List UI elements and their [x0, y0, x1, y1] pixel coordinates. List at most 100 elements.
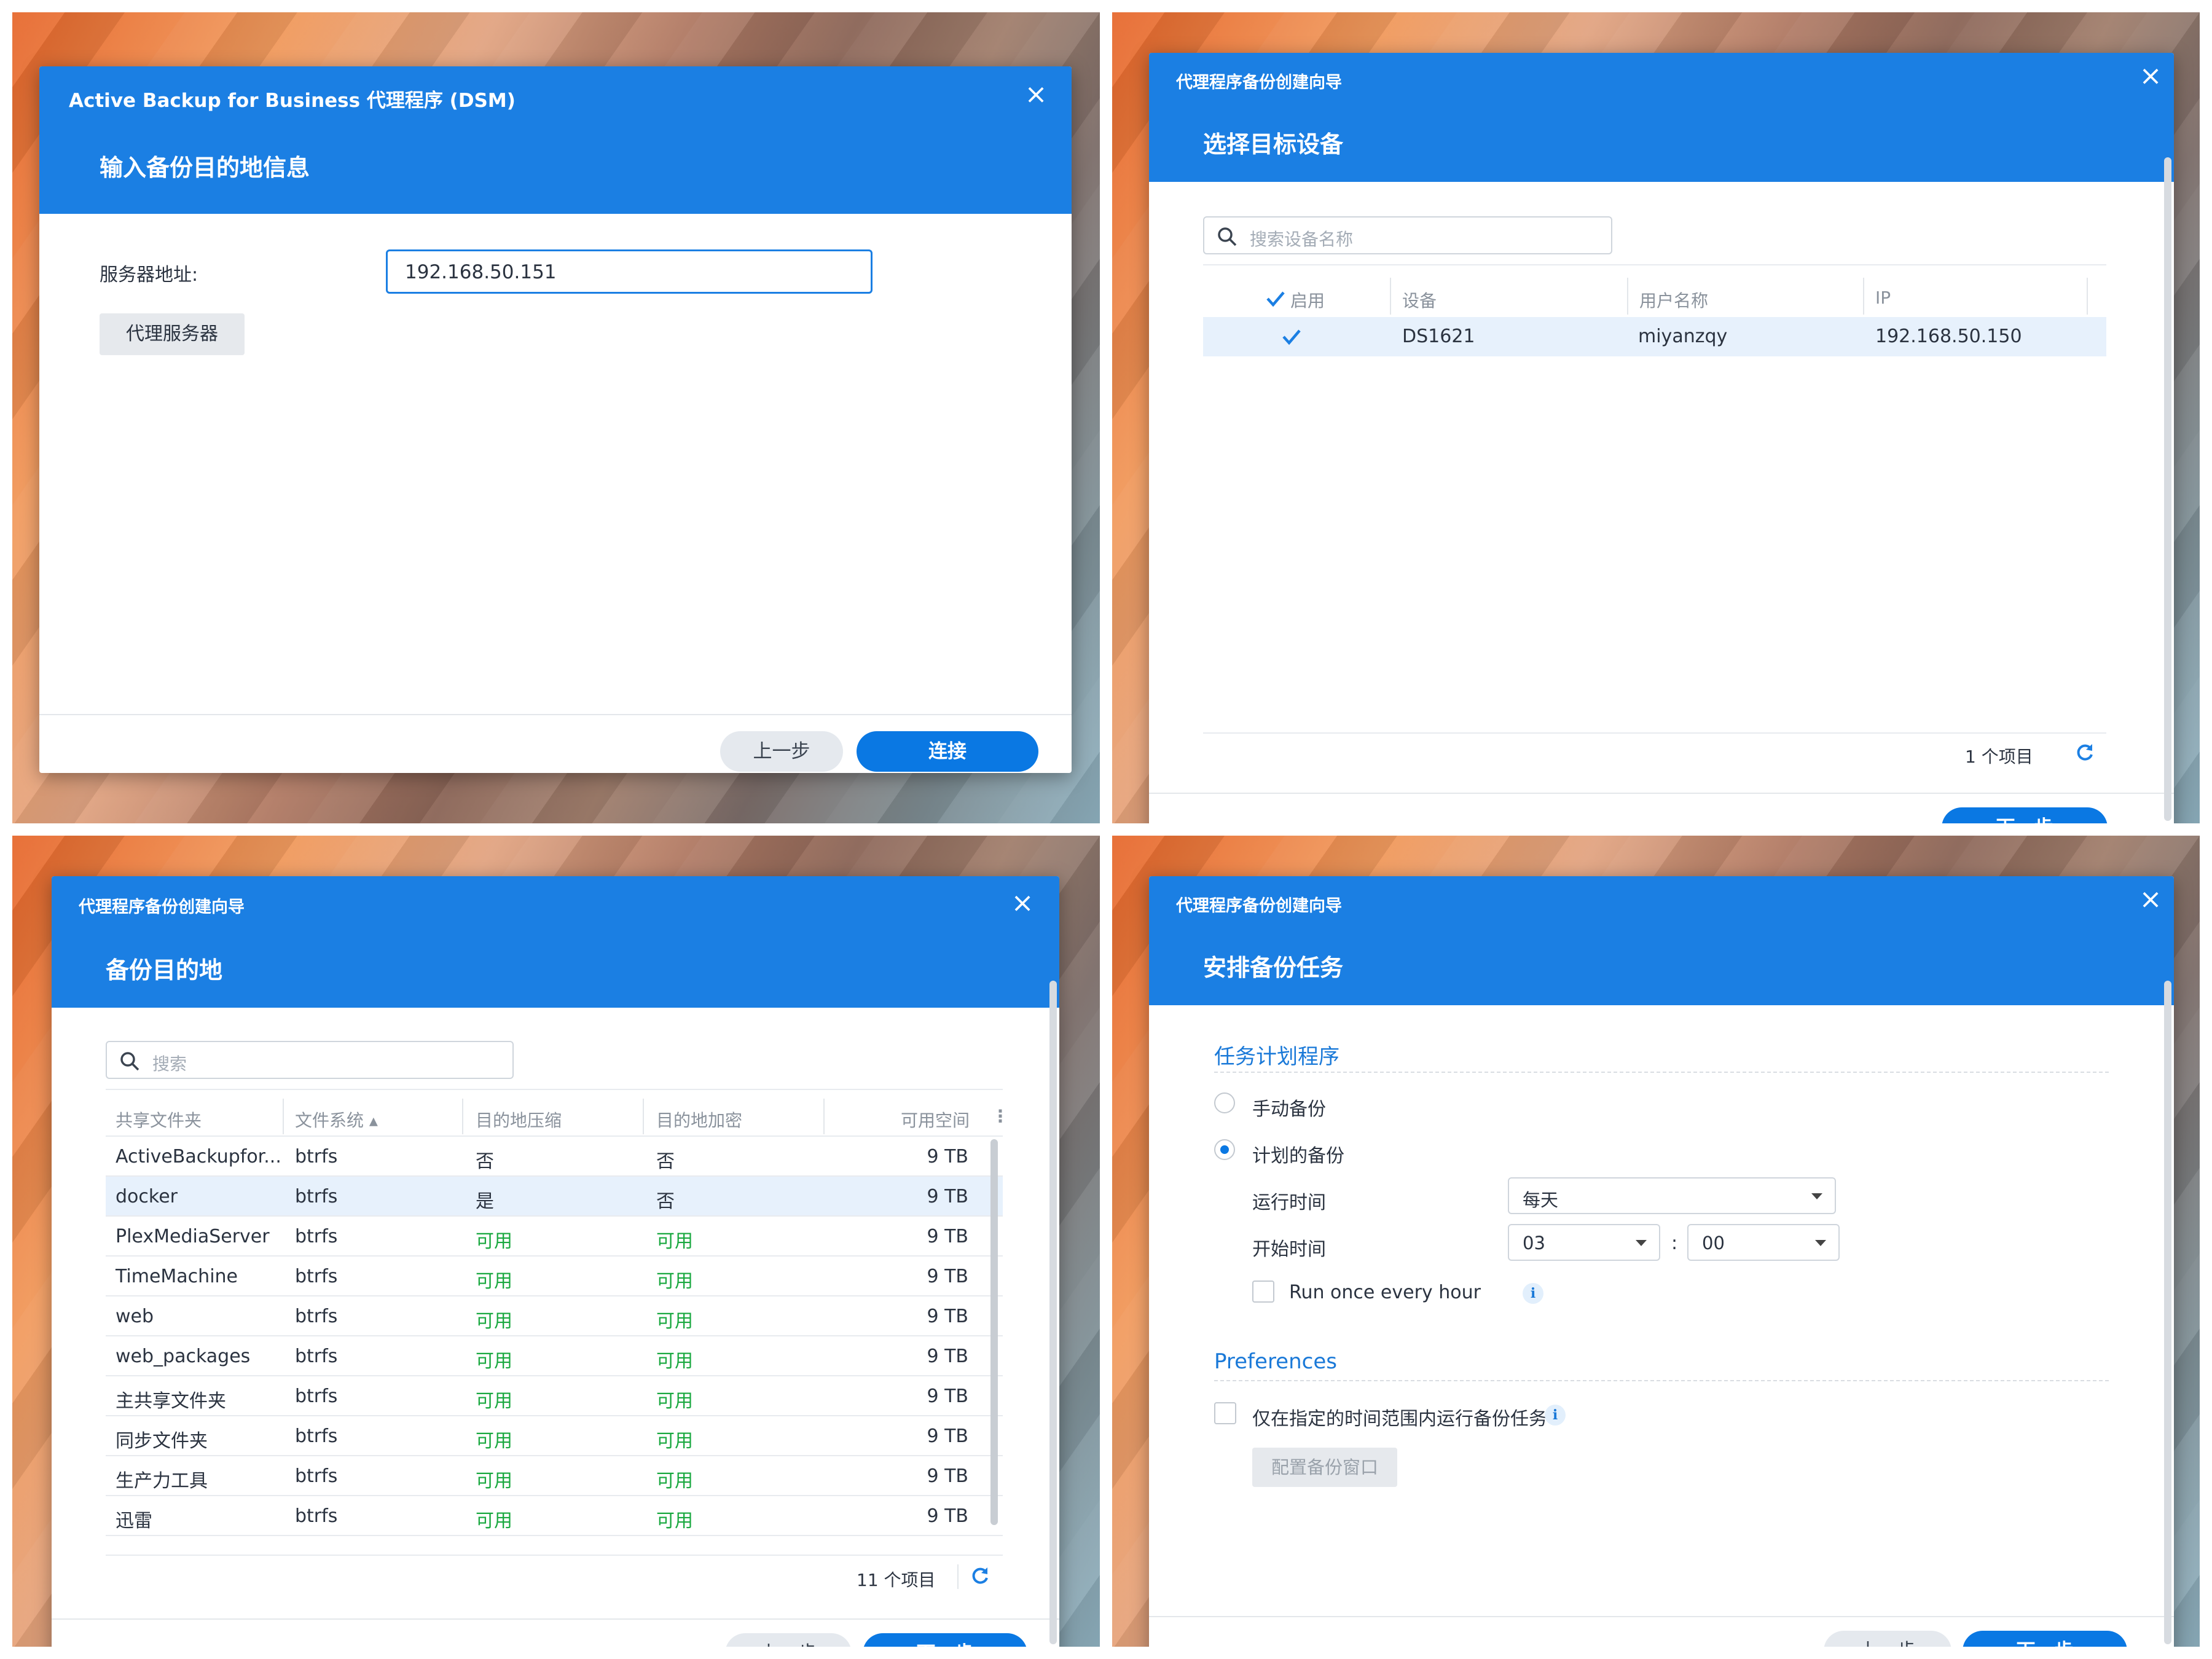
- table-row[interactable]: ActiveBackupfor... btrfs 否 否 9 TB: [106, 1137, 1003, 1177]
- dialog-scrollbar[interactable]: [1049, 981, 1057, 1644]
- free-space-cell: 9 TB: [927, 1426, 968, 1447]
- row-divider: [106, 1295, 1003, 1296]
- server-address-label: 服务器地址:: [100, 264, 198, 286]
- table-row[interactable]: web btrfs 可用 可用 9 TB: [106, 1296, 1003, 1336]
- start-hour-dropdown[interactable]: 03: [1508, 1224, 1660, 1261]
- wizard-dialog: 代理程序备份创建向导 × 选择目标设备 搜索设备名称 启用 设备 用户名称 IP…: [1149, 53, 2174, 823]
- run-time-dropdown[interactable]: 每天: [1508, 1177, 1836, 1214]
- configure-window-button[interactable]: 配置备份窗口: [1252, 1448, 1397, 1487]
- scheduled-backup-label: 计划的备份: [1252, 1145, 1344, 1167]
- page-heading: 选择目标设备: [1203, 131, 1344, 158]
- page-heading: 输入备份目的地信息: [100, 154, 310, 181]
- column-menu-icon[interactable]: ⋮: [992, 1106, 1009, 1126]
- filesystem-cell: btrfs: [295, 1186, 338, 1207]
- encryption-cell: 可用: [656, 1510, 693, 1532]
- column-shared-folder[interactable]: 共享文件夹: [116, 1110, 202, 1131]
- table-row[interactable]: 主共享文件夹 btrfs 可用 可用 9 TB: [106, 1376, 1003, 1416]
- column-ip[interactable]: IP: [1875, 288, 1891, 308]
- dialog-scrollbar[interactable]: [2164, 981, 2171, 1644]
- table-row[interactable]: DS1621 miyanzqy 192.168.50.150: [1203, 317, 2106, 356]
- search-icon: [120, 1052, 139, 1071]
- table-row[interactable]: 同步文件夹 btrfs 可用 可用 9 TB: [106, 1416, 1003, 1456]
- refresh-icon[interactable]: [2074, 742, 2095, 763]
- server-address-input[interactable]: 192.168.50.151: [386, 249, 873, 294]
- footer-divider: [52, 1618, 1059, 1620]
- column-enabled[interactable]: 启用: [1290, 291, 1325, 311]
- column-filesystem[interactable]: 文件系统 ▴: [295, 1110, 378, 1131]
- select-all-checkmark-icon[interactable]: [1265, 288, 1287, 310]
- next-button[interactable]: 下一步: [863, 1633, 1027, 1647]
- proxy-server-button[interactable]: 代理服务器: [100, 313, 245, 355]
- compression-cell: 否: [476, 1151, 494, 1172]
- shared-folder-cell: TimeMachine: [116, 1266, 238, 1287]
- window-title: 代理程序备份创建向导: [79, 898, 245, 917]
- column-free-space[interactable]: 可用空间: [901, 1110, 970, 1131]
- back-button[interactable]: 上一步: [725, 1633, 852, 1647]
- shared-folder-cell: 迅雷: [116, 1510, 152, 1532]
- filesystem-cell: btrfs: [295, 1465, 338, 1487]
- filesystem-cell: btrfs: [295, 1266, 338, 1287]
- back-button[interactable]: 上一步: [1824, 1631, 1951, 1647]
- table-bottom-line: [106, 1555, 1003, 1556]
- run-hourly-label: Run once every hour: [1289, 1282, 1481, 1303]
- info-icon[interactable]: i: [1523, 1283, 1543, 1304]
- table-row[interactable]: PlexMediaServer btrfs 可用 可用 9 TB: [106, 1217, 1003, 1257]
- shared-folder-cell: web_packages: [116, 1346, 251, 1367]
- encryption-cell: 可用: [656, 1231, 693, 1252]
- free-space-cell: 9 TB: [927, 1266, 968, 1287]
- next-button[interactable]: 下一步: [1963, 1631, 2127, 1647]
- table-scrollbar[interactable]: [990, 1139, 998, 1525]
- close-icon[interactable]: ×: [1011, 887, 1034, 919]
- manual-backup-radio[interactable]: [1214, 1092, 1235, 1113]
- next-button[interactable]: 下一步: [1942, 807, 2108, 823]
- folder-search-input[interactable]: 搜索: [106, 1041, 514, 1079]
- column-username[interactable]: 用户名称: [1639, 291, 1709, 311]
- start-minute-dropdown[interactable]: 00: [1687, 1224, 1840, 1261]
- column-separator: [1390, 278, 1391, 315]
- table-row[interactable]: web_packages btrfs 可用 可用 9 TB: [106, 1336, 1003, 1376]
- free-space-cell: 9 TB: [927, 1306, 968, 1327]
- ip-cell: 192.168.50.150: [1875, 326, 2022, 347]
- dialog-scrollbar[interactable]: [2164, 157, 2171, 821]
- column-compression[interactable]: 目的地压缩: [476, 1110, 562, 1131]
- shared-folder-cell: PlexMediaServer: [116, 1226, 270, 1247]
- scheduled-backup-radio[interactable]: [1214, 1139, 1235, 1160]
- column-separator: [643, 1099, 644, 1134]
- search-placeholder: 搜索: [152, 1054, 187, 1074]
- row-divider: [106, 1535, 1003, 1536]
- time-separator: :: [1671, 1233, 1678, 1254]
- table-row[interactable]: 迅雷 btrfs 可用 可用 9 TB: [106, 1496, 1003, 1536]
- footer-divider: [1149, 1616, 2174, 1617]
- search-placeholder: 搜索设备名称: [1250, 229, 1354, 249]
- table-row[interactable]: TimeMachine btrfs 可用 可用 9 TB: [106, 1257, 1003, 1296]
- table-row[interactable]: docker btrfs 是 否 9 TB: [106, 1177, 1003, 1217]
- close-icon[interactable]: ×: [2139, 60, 2162, 92]
- device-search-input[interactable]: 搜索设备名称: [1203, 216, 1612, 254]
- filesystem-cell: btrfs: [295, 1426, 338, 1447]
- compression-cell: 可用: [476, 1311, 512, 1332]
- shared-folder-cell: 同步文件夹: [116, 1430, 208, 1452]
- close-icon[interactable]: ×: [2139, 884, 2162, 915]
- column-device[interactable]: 设备: [1402, 291, 1437, 311]
- time-window-checkbox[interactable]: [1214, 1402, 1236, 1424]
- column-separator: [462, 1099, 463, 1134]
- column-encryption[interactable]: 目的地加密: [656, 1110, 743, 1131]
- run-time-value: 每天: [1523, 1190, 1559, 1210]
- enabled-checkmark-icon[interactable]: [1281, 326, 1303, 348]
- table-row[interactable]: 生产力工具 btrfs 可用 可用 9 TB: [106, 1456, 1003, 1496]
- info-icon[interactable]: i: [1545, 1405, 1566, 1426]
- window-title: Active Backup for Business 代理程序 (DSM): [69, 90, 516, 112]
- back-button[interactable]: 上一步: [720, 731, 843, 772]
- run-hourly-checkbox[interactable]: [1252, 1281, 1274, 1303]
- table-top-line: [1203, 264, 2106, 265]
- page-heading: 安排备份任务: [1203, 954, 1344, 981]
- refresh-icon[interactable]: [970, 1566, 990, 1586]
- connect-button[interactable]: 连接: [857, 731, 1038, 772]
- footer-divider: [1149, 793, 2174, 794]
- encryption-cell: 否: [656, 1151, 675, 1172]
- free-space-cell: 9 TB: [927, 1186, 968, 1207]
- screenshot-panel-3: 代理程序备份创建向导 × 备份目的地 搜索 共享文件夹 文件系统 ▴ 目的地压缩…: [12, 836, 1100, 1647]
- start-time-label: 开始时间: [1252, 1239, 1326, 1260]
- server-address-value: 192.168.50.151: [405, 261, 557, 283]
- close-icon[interactable]: ×: [1024, 79, 1048, 110]
